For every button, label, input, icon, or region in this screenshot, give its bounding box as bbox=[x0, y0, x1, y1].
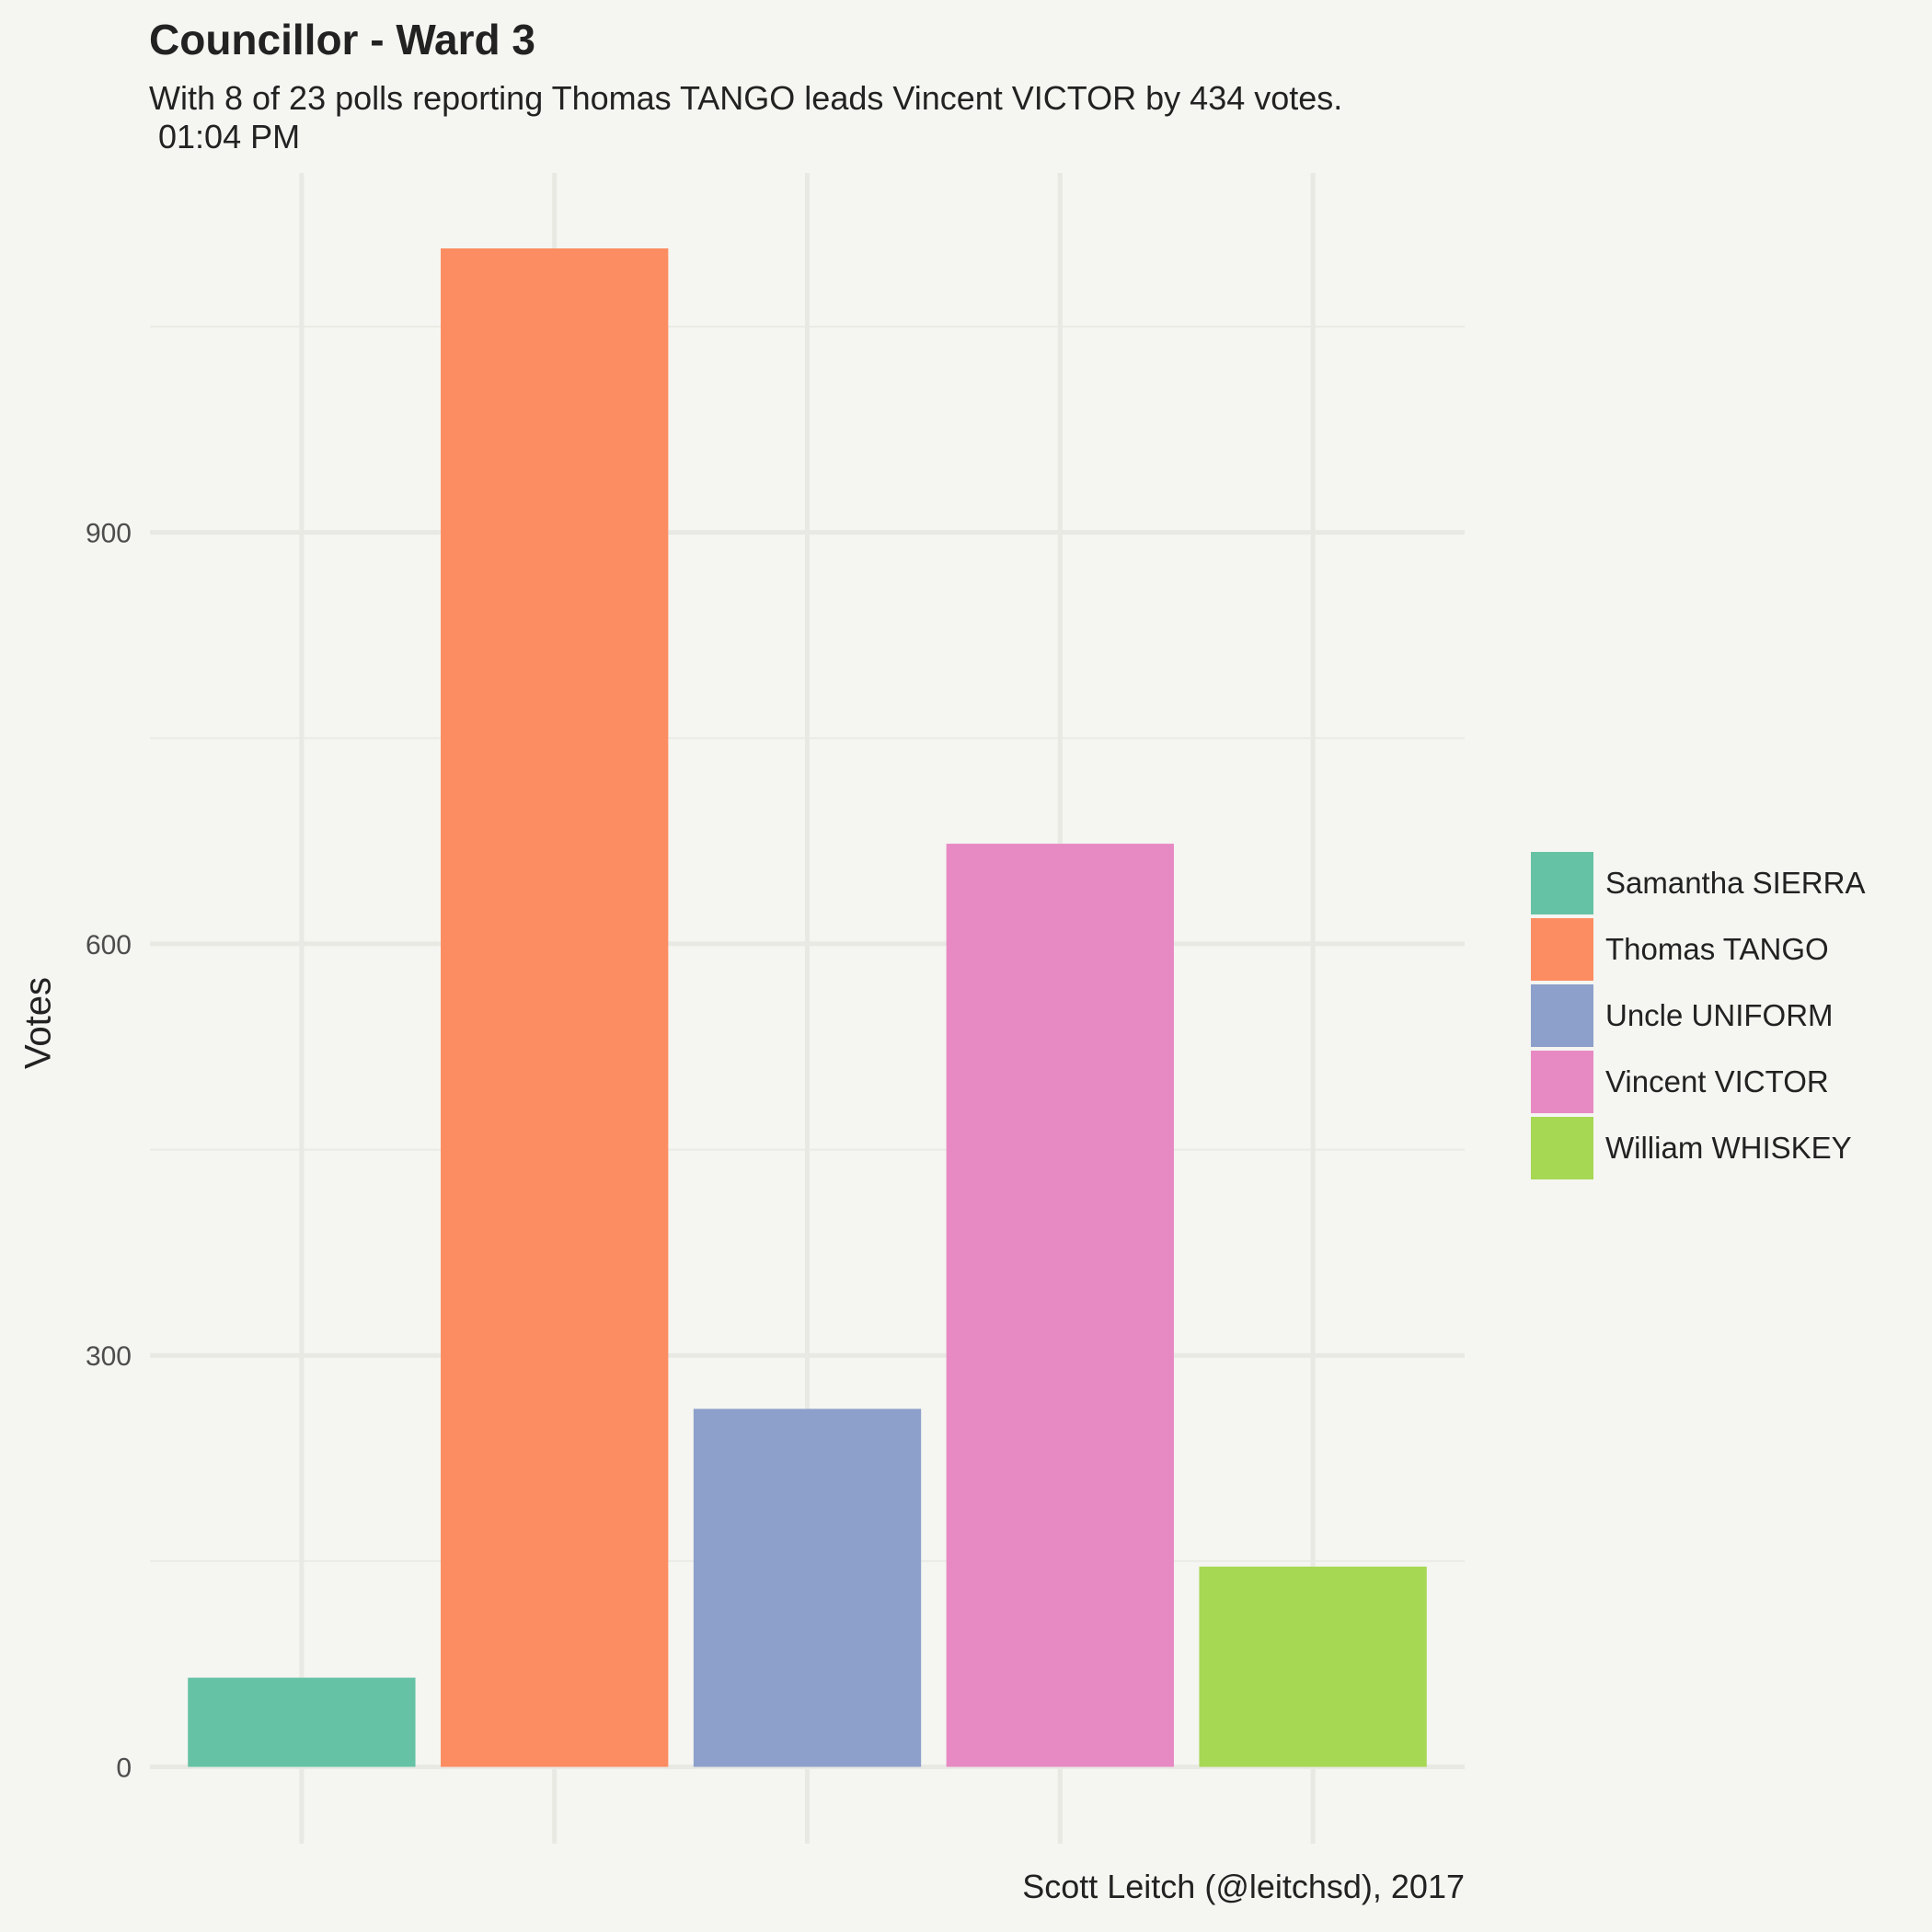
bar-vincent-victor bbox=[946, 844, 1174, 1767]
bar-thomas-tango bbox=[441, 248, 669, 1767]
legend-item: Samantha SIERRA bbox=[1531, 850, 1865, 916]
y-tick-label: 900 bbox=[86, 519, 132, 549]
legend-swatch bbox=[1531, 852, 1593, 914]
y-tick-label: 300 bbox=[86, 1341, 132, 1372]
bar-samantha-sierra bbox=[188, 1677, 416, 1767]
y-tick-label: 600 bbox=[86, 930, 132, 960]
bar-william-whiskey bbox=[1199, 1566, 1427, 1767]
bars bbox=[188, 248, 1427, 1767]
legend-label: Samantha SIERRA bbox=[1605, 866, 1866, 900]
chart-subtitle: With 8 of 23 polls reporting Thomas TANG… bbox=[149, 79, 1343, 155]
legend-item: Uncle UNIFORM bbox=[1531, 983, 1865, 1049]
legend-label: Thomas TANGO bbox=[1605, 932, 1829, 966]
legend-swatch bbox=[1531, 984, 1593, 1047]
legend: Samantha SIERRA Thomas TANGO Uncle UNIFORM… bbox=[1531, 850, 1865, 1181]
legend-label: Vincent VICTOR bbox=[1605, 1064, 1829, 1098]
bar-uncle-uniform bbox=[693, 1409, 922, 1767]
chart-title: Councillor - Ward 3 bbox=[149, 16, 535, 63]
chart-caption: Scott Leitch (@leitchsd), 2017 bbox=[1022, 1868, 1465, 1905]
legend-item: Thomas TANGO bbox=[1531, 916, 1865, 983]
legend-label: Uncle UNIFORM bbox=[1605, 998, 1834, 1032]
y-tick-label: 0 bbox=[116, 1754, 132, 1784]
legend-item: William WHISKEY bbox=[1531, 1115, 1865, 1181]
legend-swatch bbox=[1531, 1117, 1593, 1179]
legend-item: Vincent VICTOR bbox=[1531, 1049, 1865, 1115]
y-axis-ticks: 0 300 600 900 bbox=[86, 519, 132, 1784]
legend-label: William WHISKEY bbox=[1605, 1131, 1852, 1165]
legend-swatch bbox=[1531, 1051, 1593, 1113]
legend-swatch bbox=[1531, 918, 1593, 981]
